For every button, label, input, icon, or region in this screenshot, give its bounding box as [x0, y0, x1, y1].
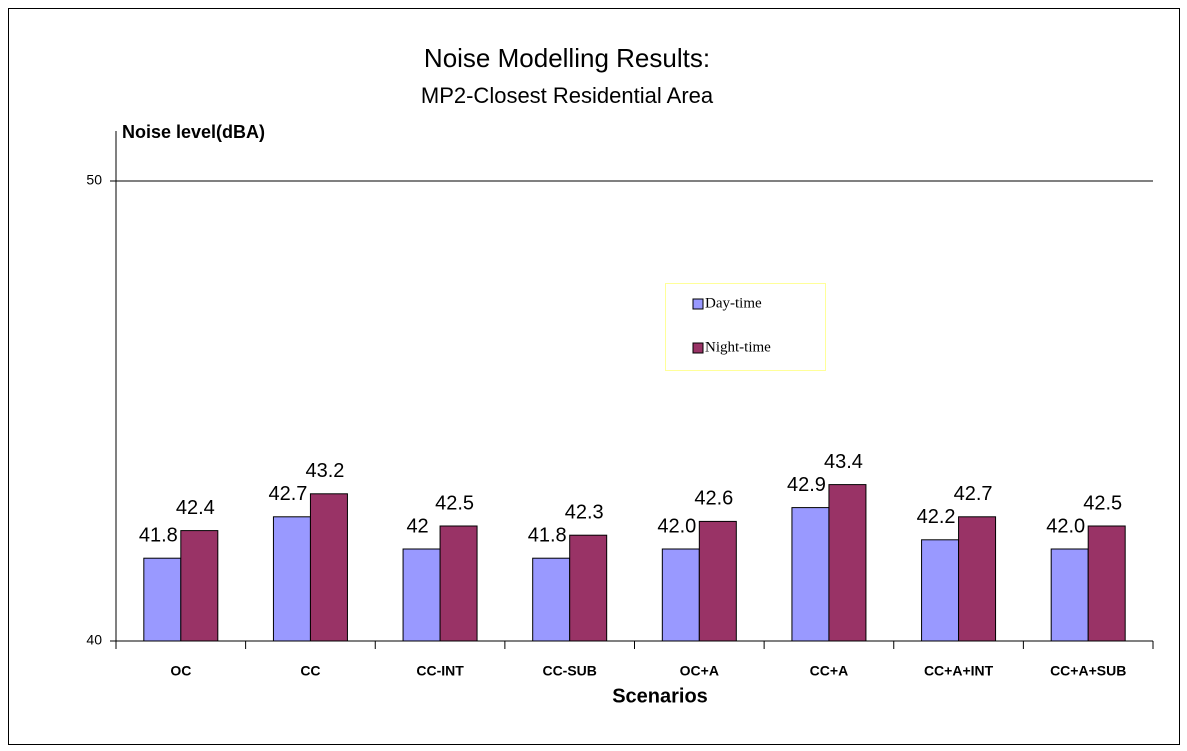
value-label: 42.3 — [565, 501, 604, 523]
bar — [661, 548, 700, 642]
bar — [532, 557, 571, 642]
value-label: 41.8 — [139, 524, 178, 546]
value-label: 42 — [406, 515, 428, 537]
legend-label: Day-time — [705, 295, 762, 311]
value-label: 42.6 — [694, 488, 733, 510]
value-label: 42.4 — [176, 497, 215, 519]
value-label: 42.9 — [787, 474, 826, 496]
y-tick-label: 50 — [86, 172, 102, 188]
chart-title: Noise Modelling Results: — [424, 43, 710, 73]
y-tick-label: 40 — [86, 632, 102, 648]
legend-swatch — [692, 342, 704, 354]
x-tick-label: CC — [300, 663, 320, 679]
bar — [569, 534, 608, 642]
value-label: 42.5 — [435, 492, 474, 514]
value-label: 42.0 — [1046, 515, 1085, 537]
legend-label: Night-time — [705, 339, 771, 355]
bar — [921, 539, 960, 642]
value-label: 43.2 — [305, 460, 344, 482]
bar — [958, 516, 997, 642]
value-label: 42.2 — [917, 506, 956, 528]
x-axis-label: Scenarios — [612, 685, 708, 707]
y-axis-label: Noise level(dBA) — [122, 122, 265, 142]
bar — [1050, 548, 1089, 642]
bar — [402, 548, 441, 642]
bar — [309, 493, 348, 642]
x-tick-label: CC-INT — [416, 663, 464, 679]
bar — [698, 520, 737, 642]
bar — [828, 484, 867, 642]
value-label: 42.7 — [268, 483, 307, 505]
chart-subtitle: MP2-Closest Residential Area — [421, 83, 714, 108]
x-tick-label: CC+A+INT — [924, 663, 994, 679]
bar — [272, 516, 311, 642]
bar — [180, 530, 219, 642]
bar — [791, 507, 830, 642]
legend-box — [665, 283, 826, 371]
x-tick-label: CC+A+SUB — [1050, 663, 1126, 679]
bar — [439, 525, 478, 642]
value-label: 43.4 — [824, 451, 863, 473]
legend-swatch — [692, 298, 704, 310]
value-label: 41.8 — [528, 524, 567, 546]
value-label: 42.0 — [657, 515, 696, 537]
value-label: 42.5 — [1083, 492, 1122, 514]
x-tick-label: CC+A — [810, 663, 849, 679]
value-label: 42.7 — [954, 483, 993, 505]
bar — [1087, 525, 1126, 642]
bar — [143, 557, 182, 642]
x-tick-label: OC — [170, 663, 191, 679]
x-tick-label: CC-SUB — [542, 663, 596, 679]
x-tick-label: OC+A — [680, 663, 719, 679]
